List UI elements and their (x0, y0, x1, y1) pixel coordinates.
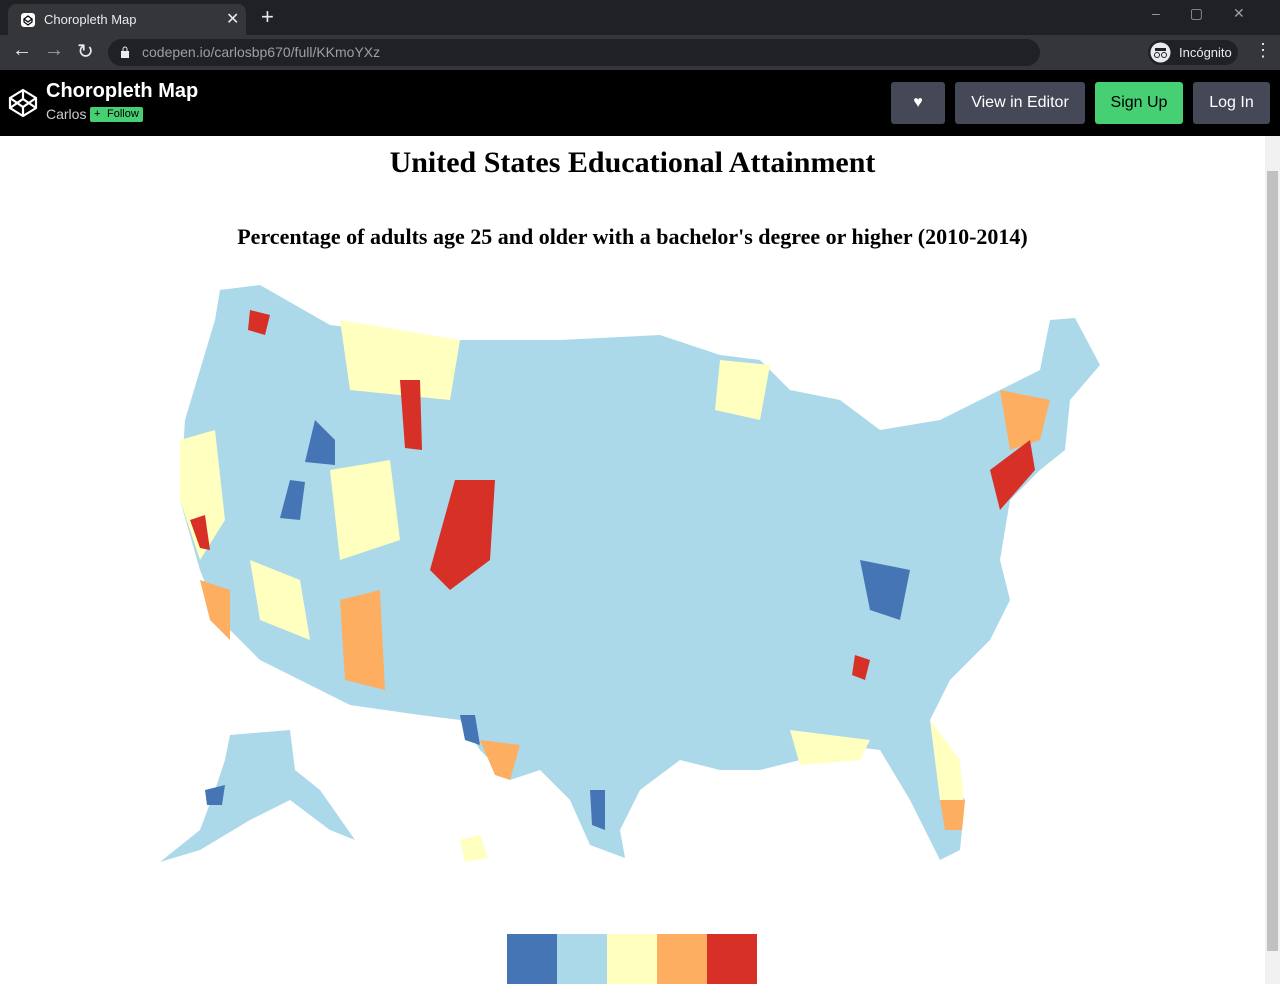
codepen-logo (8, 88, 38, 118)
region (790, 730, 870, 765)
address-bar[interactable]: codepen.io/carlosbp670/full/KKmoYXz (108, 39, 1040, 66)
region (480, 740, 520, 780)
region (340, 320, 460, 400)
view-editor-button[interactable]: View in Editor (955, 82, 1085, 124)
log-in-button[interactable]: Log In (1193, 82, 1270, 124)
region (460, 715, 480, 745)
region (250, 560, 310, 640)
follow-button[interactable]: + Follow (90, 107, 143, 122)
region (860, 560, 910, 620)
region (852, 655, 870, 680)
region (590, 790, 605, 830)
follow-label: Follow (107, 108, 139, 120)
map-title: United States Educational Attainment (389, 146, 876, 179)
legend-swatch (557, 934, 607, 984)
scroll-thumb[interactable] (1267, 171, 1278, 951)
plus-icon: + (94, 108, 101, 120)
tab-title: Choropleth Map (44, 12, 137, 27)
region (430, 480, 495, 590)
tab[interactable]: Choropleth Map ✕ (8, 4, 246, 35)
menu[interactable]: ⋮ (1254, 40, 1272, 60)
like-button[interactable]: ♥ (891, 82, 945, 124)
legend-swatch (607, 934, 657, 984)
legend (507, 934, 757, 984)
toolbar: ← → ↻ codepen.io/carlosbp670/full/KKmoYX… (0, 35, 1280, 70)
lock-icon (121, 46, 129, 58)
tab-strip: Choropleth Map ✕ + –▢✕ (0, 0, 1280, 35)
forward[interactable]: → (44, 39, 64, 61)
pen-title: Choropleth Map (46, 80, 199, 102)
region (330, 460, 400, 560)
region (990, 440, 1035, 510)
region (190, 515, 210, 550)
region (1000, 390, 1050, 450)
region (715, 360, 770, 420)
legend-swatch (707, 934, 757, 984)
reload[interactable]: ↻ (77, 41, 94, 63)
tab-icon (21, 13, 35, 27)
author[interactable]: Carlos (46, 106, 87, 122)
region (280, 480, 305, 520)
region (940, 800, 965, 830)
url: codepen.io/carlosbp670/full/KKmoYXz (142, 44, 381, 60)
region (930, 720, 965, 820)
mainland (180, 285, 1100, 860)
region (248, 310, 270, 335)
new-tab[interactable]: + (261, 4, 274, 29)
sign-up-button[interactable]: Sign Up (1095, 82, 1183, 124)
region (200, 580, 230, 640)
hawaii (460, 835, 488, 862)
region (400, 380, 422, 450)
back[interactable]: ← (12, 39, 32, 61)
legend-swatch (657, 934, 707, 984)
region (180, 430, 225, 560)
profile-label: Incógnito (1179, 45, 1232, 60)
legend-swatch (507, 934, 557, 984)
tab-close[interactable]: ✕ (226, 11, 240, 28)
codepen-header: Choropleth Map Carlos + Follow ♥ View in … (0, 70, 1280, 136)
window-controls[interactable]: –▢✕ (1152, 5, 1275, 21)
map-subtitle: Percentage of adults age 25 and older wi… (237, 224, 1028, 249)
region (205, 785, 225, 805)
region (340, 590, 385, 690)
scrollbar[interactable] (1265, 136, 1280, 984)
map (160, 285, 1100, 862)
alaska (160, 730, 355, 862)
incognito-icon (1150, 42, 1171, 63)
profile[interactable]: Incógnito (1148, 40, 1238, 65)
pen-content: United States Educational Attainment Per… (0, 136, 1265, 984)
region (305, 420, 335, 465)
